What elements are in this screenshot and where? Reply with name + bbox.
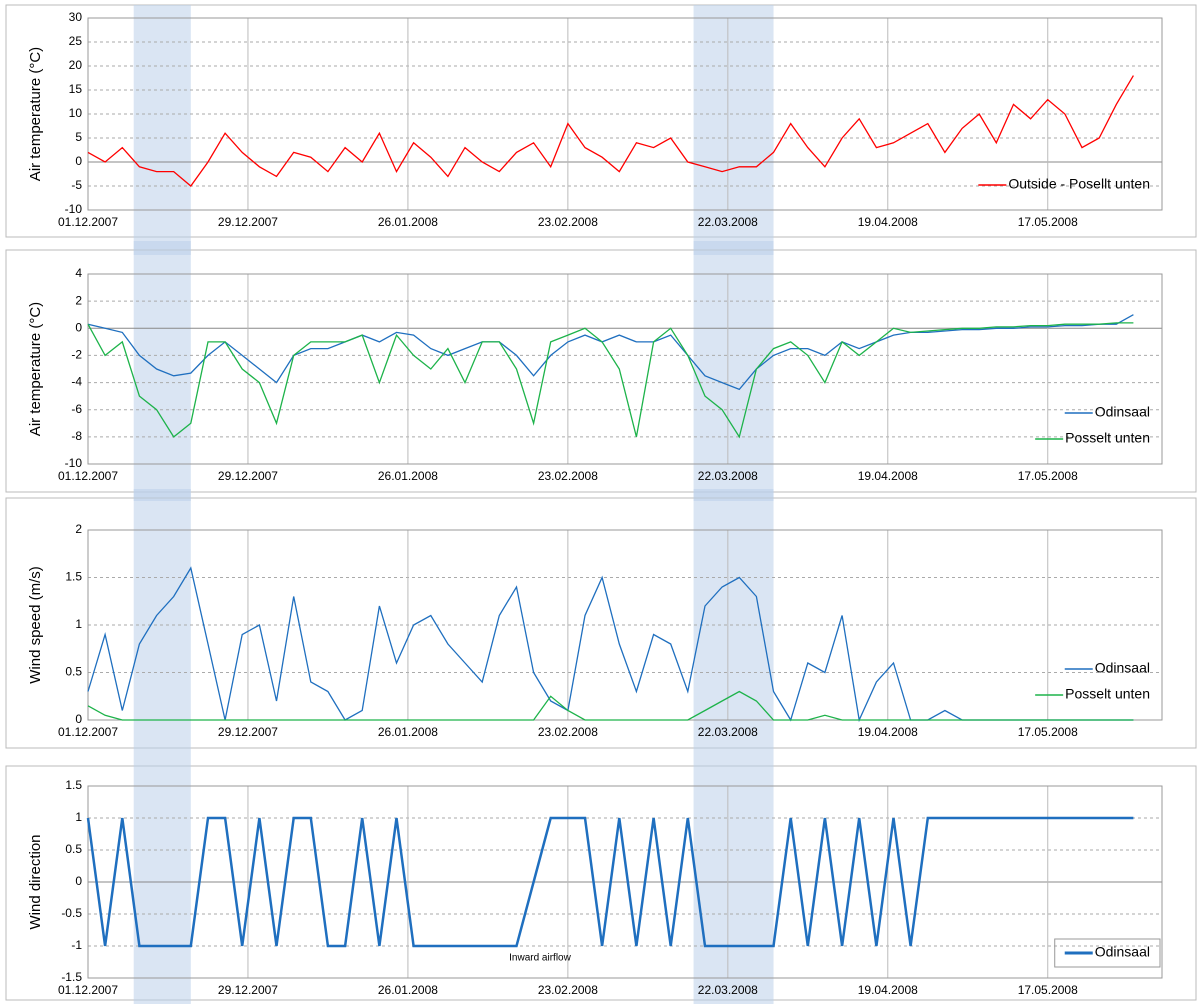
y-tick-label: 10 xyxy=(69,106,83,120)
y-axis-label: Wind direction xyxy=(27,834,44,929)
series-line xyxy=(87,322,1134,439)
y-axis-label: Air temperature (°C) xyxy=(27,47,44,181)
x-tick-label: 01.12.2007 xyxy=(58,983,118,997)
y-tick-label: 2 xyxy=(75,293,82,307)
shaded-range xyxy=(133,757,191,1004)
y-tick-label: 20 xyxy=(69,58,83,72)
series-line xyxy=(87,75,1134,187)
shaded-range xyxy=(693,241,774,501)
x-tick-label: 29.12.2007 xyxy=(218,725,278,739)
shaded-range xyxy=(133,489,191,757)
legend-label: Odinsaal xyxy=(1095,404,1150,420)
plot-frame xyxy=(87,17,1163,211)
x-tick-label: 01.12.2007 xyxy=(58,215,118,229)
y-tick-label: 0 xyxy=(75,874,82,888)
x-tick-label: 19.04.2008 xyxy=(858,983,918,997)
x-tick-label: 19.04.2008 xyxy=(858,469,918,483)
x-tick-label: 19.04.2008 xyxy=(858,725,918,739)
series-line xyxy=(86,816,1134,948)
x-tick-label: 23.02.2008 xyxy=(538,469,598,483)
x-tick-label: 23.02.2008 xyxy=(538,725,598,739)
x-tick-label: 22.03.2008 xyxy=(698,983,758,997)
y-tick-label: 1.5 xyxy=(65,778,82,792)
series-line xyxy=(87,314,1134,391)
y-tick-label: -10 xyxy=(65,456,83,470)
y-tick-label: -1.5 xyxy=(61,970,82,984)
x-tick-label: 26.01.2008 xyxy=(378,469,438,483)
legend-label: Posselt unten xyxy=(1065,430,1150,446)
shaded-range xyxy=(693,5,774,255)
x-tick-label: 01.12.2007 xyxy=(58,725,118,739)
y-tick-label: 0.5 xyxy=(65,842,82,856)
y-tick-label: 0 xyxy=(75,320,82,334)
shaded-range xyxy=(693,489,774,757)
panel-frame xyxy=(5,765,1197,1001)
legend-label: Posselt unten xyxy=(1065,686,1150,702)
x-tick-label: 22.03.2008 xyxy=(698,725,758,739)
y-tick-label: 4 xyxy=(75,266,82,280)
y-tick-label: 5 xyxy=(75,130,82,144)
annotation: Inward airflow xyxy=(509,953,571,964)
x-tick-label: 26.01.2008 xyxy=(378,983,438,997)
y-axis-label: Air temperature (°C) xyxy=(27,302,44,436)
y-tick-label: 2 xyxy=(75,522,82,536)
legend-label: Outside - Posellt unten xyxy=(1008,176,1150,192)
x-tick-label: 17.05.2008 xyxy=(1018,983,1078,997)
x-tick-label: 22.03.2008 xyxy=(698,469,758,483)
y-tick-label: 0 xyxy=(75,154,82,168)
legend-frame xyxy=(1054,938,1161,968)
legend-label: Odinsaal xyxy=(1095,944,1150,960)
y-tick-label: -0.5 xyxy=(61,906,82,920)
y-tick-label: 15 xyxy=(69,82,83,96)
y-tick-label: -1 xyxy=(71,938,82,952)
y-tick-label: -8 xyxy=(71,429,82,443)
x-tick-label: 01.12.2007 xyxy=(58,469,118,483)
y-tick-label: 0.5 xyxy=(65,665,82,679)
series-line xyxy=(87,690,1134,721)
panel-frame xyxy=(5,4,1197,238)
x-tick-label: 29.12.2007 xyxy=(218,215,278,229)
legend-label: Odinsaal xyxy=(1095,660,1150,676)
panel-frame xyxy=(5,249,1197,493)
y-tick-label: -2 xyxy=(71,348,82,362)
y-tick-label: -5 xyxy=(71,178,82,192)
shaded-range xyxy=(693,757,774,1004)
plot-frame xyxy=(87,785,1163,979)
shaded-range xyxy=(133,5,191,255)
x-tick-label: 23.02.2008 xyxy=(538,215,598,229)
x-tick-label: 23.02.2008 xyxy=(538,983,598,997)
y-tick-label: -10 xyxy=(65,202,83,216)
x-tick-label: 17.05.2008 xyxy=(1018,215,1078,229)
y-tick-label: -6 xyxy=(71,402,82,416)
y-tick-label: 30 xyxy=(69,10,83,24)
panel-frame xyxy=(5,497,1197,749)
x-tick-label: 17.05.2008 xyxy=(1018,469,1078,483)
x-tick-label: 22.03.2008 xyxy=(698,215,758,229)
y-tick-label: 1.5 xyxy=(65,570,82,584)
x-tick-label: 19.04.2008 xyxy=(858,215,918,229)
y-tick-label: -4 xyxy=(71,375,82,389)
x-tick-label: 29.12.2007 xyxy=(218,983,278,997)
y-axis-label: Wind speed (m/s) xyxy=(27,566,44,684)
x-tick-label: 26.01.2008 xyxy=(378,725,438,739)
series-line xyxy=(87,566,1134,723)
y-tick-label: 1 xyxy=(75,810,82,824)
y-tick-label: 1 xyxy=(75,617,82,631)
x-tick-label: 17.05.2008 xyxy=(1018,725,1078,739)
x-tick-label: 29.12.2007 xyxy=(218,469,278,483)
y-tick-label: 25 xyxy=(69,34,83,48)
plot-frame xyxy=(87,273,1163,465)
y-tick-label: 0 xyxy=(75,712,82,726)
x-tick-label: 26.01.2008 xyxy=(378,215,438,229)
